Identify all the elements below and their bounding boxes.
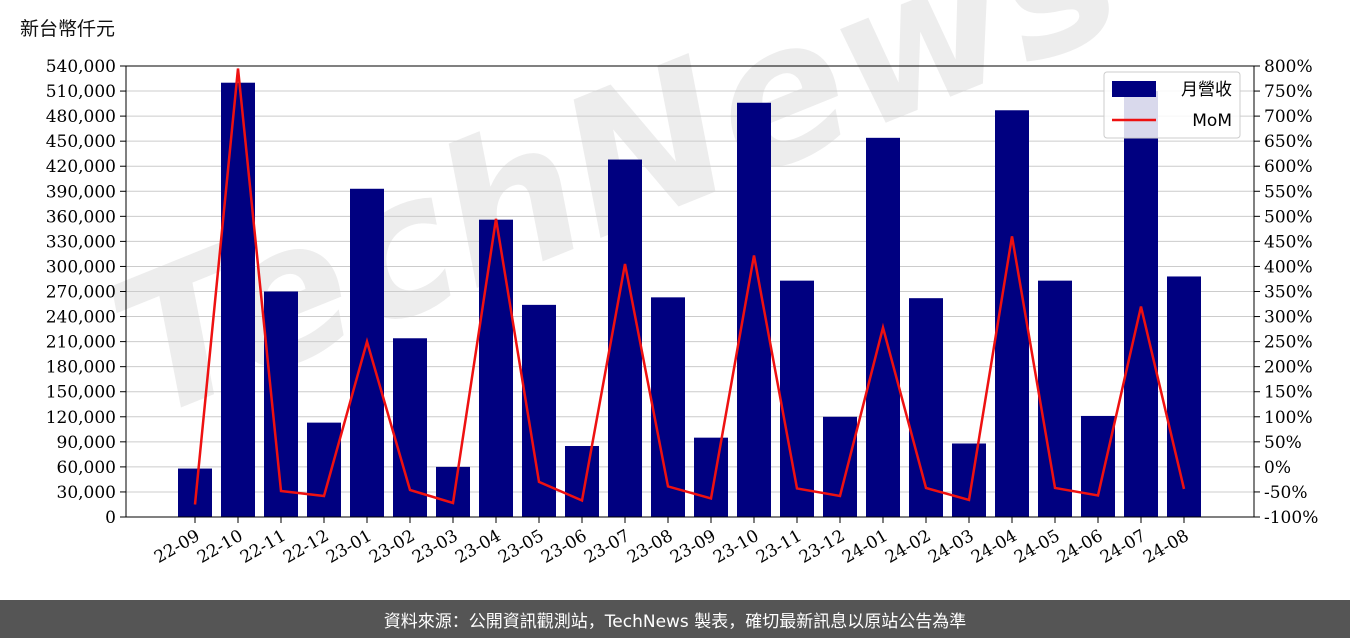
- x-tick-label: 23-10: [710, 526, 762, 568]
- bar-23-03: [436, 466, 470, 517]
- left-tick-label: 330,000: [46, 232, 116, 252]
- bar-23-07: [608, 159, 642, 517]
- bar-22-12: [307, 422, 341, 517]
- right-tick-label: 500%: [1264, 207, 1313, 227]
- left-tick-label: 210,000: [46, 333, 116, 353]
- right-tick-label: 600%: [1264, 157, 1313, 177]
- x-tick-label: 23-08: [624, 526, 676, 568]
- axes: 0 30,000 60,000 90,000 120,000 150,000 180,000…: [46, 57, 1319, 568]
- left-tick-label: 30,000: [57, 483, 116, 503]
- bar-23-01: [350, 188, 384, 517]
- x-tick-label: 23-02: [366, 526, 418, 568]
- x-tick-label: 22-12: [280, 526, 332, 568]
- right-tick-label: 800%: [1264, 57, 1313, 77]
- right-tick-label: 750%: [1264, 82, 1313, 102]
- footer-text: 資料來源：公開資訊觀測站，TechNews 製表，確切最新訊息以原站公告為準: [383, 611, 967, 632]
- left-tick-label: 300,000: [46, 257, 116, 277]
- x-tick-label: 24-05: [1011, 526, 1063, 568]
- right-tick-label: 450%: [1264, 232, 1313, 252]
- right-tick-label: -100%: [1264, 508, 1318, 528]
- bar-22-10: [221, 82, 255, 517]
- left-tick-label: 60,000: [57, 458, 116, 478]
- x-tick-label: 23-09: [667, 526, 719, 568]
- x-tick-label: 23-04: [452, 526, 504, 568]
- right-tick-label: 350%: [1264, 283, 1313, 303]
- x-tick-label: 23-05: [495, 526, 547, 568]
- line-series: [193, 68, 1186, 505]
- right-tick-label: 550%: [1264, 182, 1313, 202]
- right-tick-label: 700%: [1264, 107, 1313, 127]
- right-tick-label: 400%: [1264, 257, 1313, 277]
- right-tick-label: -50%: [1264, 483, 1308, 503]
- bar-24-06: [1081, 415, 1115, 517]
- bar-23-06: [565, 446, 599, 517]
- legend-line-label: MoM: [1192, 111, 1232, 131]
- left-tick-label: 480,000: [46, 107, 116, 127]
- right-tick-label: 650%: [1264, 132, 1313, 152]
- bar-23-10: [737, 102, 771, 518]
- bar-24-08: [1167, 276, 1201, 517]
- right-tick-label: 100%: [1264, 408, 1313, 428]
- bar-23-04: [479, 219, 513, 517]
- left-tick-label: 510,000: [46, 82, 116, 102]
- x-tick-label: 24-06: [1054, 526, 1106, 568]
- x-tick-label: 23-03: [409, 526, 461, 568]
- x-tick-label: 23-07: [581, 526, 633, 568]
- x-tick-label: 24-02: [882, 526, 934, 568]
- left-tick-label: 180,000: [46, 358, 116, 378]
- left-tick-label: 120,000: [46, 408, 116, 428]
- left-tick-label: 240,000: [46, 308, 116, 328]
- bar-23-09: [694, 437, 728, 517]
- right-tick-label: 50%: [1264, 433, 1302, 453]
- footer-source-note: 資料來源：公開資訊觀測站，TechNews 製表，確切最新訊息以原站公告為準: [0, 600, 1350, 638]
- x-tick-label: 23-12: [796, 526, 848, 568]
- unit-label: 新台幣仟元: [20, 18, 116, 40]
- bar-24-02: [909, 298, 943, 517]
- left-tick-label: 360,000: [46, 207, 116, 227]
- right-tick-label: 0%: [1264, 458, 1291, 478]
- left-tick-label: 90,000: [57, 433, 116, 453]
- bar-24-04: [995, 110, 1029, 517]
- x-tick-label: 24-03: [925, 526, 977, 568]
- bar-24-05: [1038, 280, 1072, 517]
- x-tick-label: 24-07: [1097, 526, 1149, 568]
- right-tick-label: 200%: [1264, 358, 1313, 378]
- x-tick-label: 22-10: [194, 526, 246, 568]
- bar-23-12: [823, 416, 857, 517]
- right-tick-label: 150%: [1264, 383, 1313, 403]
- bar-23-11: [780, 280, 814, 517]
- right-tick-label: 300%: [1264, 308, 1313, 328]
- x-tick-label: 23-01: [323, 526, 375, 568]
- legend: 月營收 MoM: [1103, 71, 1241, 139]
- left-tick-label: 270,000: [46, 283, 116, 303]
- bar-24-07: [1124, 91, 1158, 518]
- mom-line: [193, 68, 1186, 505]
- left-tick-label: 0: [105, 508, 116, 528]
- x-tick-label: 24-04: [968, 526, 1020, 568]
- bar-series: [178, 82, 1201, 518]
- x-tick-label: 23-11: [753, 526, 805, 568]
- right-tick-label: 250%: [1264, 333, 1313, 353]
- revenue-mom-chart: TechNews 030,00060,00090,000120,000150,0…: [46, 0, 1319, 568]
- legend-bar-label: 月營收: [1181, 80, 1232, 100]
- x-tick-label: 22-09: [151, 526, 203, 568]
- x-tick-label: 22-11: [237, 526, 289, 568]
- x-tick-label: 24-08: [1140, 526, 1192, 568]
- left-tick-label: 150,000: [46, 383, 116, 403]
- left-tick-label: 390,000: [46, 182, 116, 202]
- legend-bar-swatch: [1112, 81, 1156, 97]
- x-tick-label: 23-06: [538, 526, 590, 568]
- left-tick-label: 540,000: [46, 57, 116, 77]
- x-tick-label: 24-01: [839, 526, 891, 568]
- left-tick-label: 420,000: [46, 157, 116, 177]
- bar-24-03: [952, 443, 986, 517]
- left-tick-label: 450,000: [46, 132, 116, 152]
